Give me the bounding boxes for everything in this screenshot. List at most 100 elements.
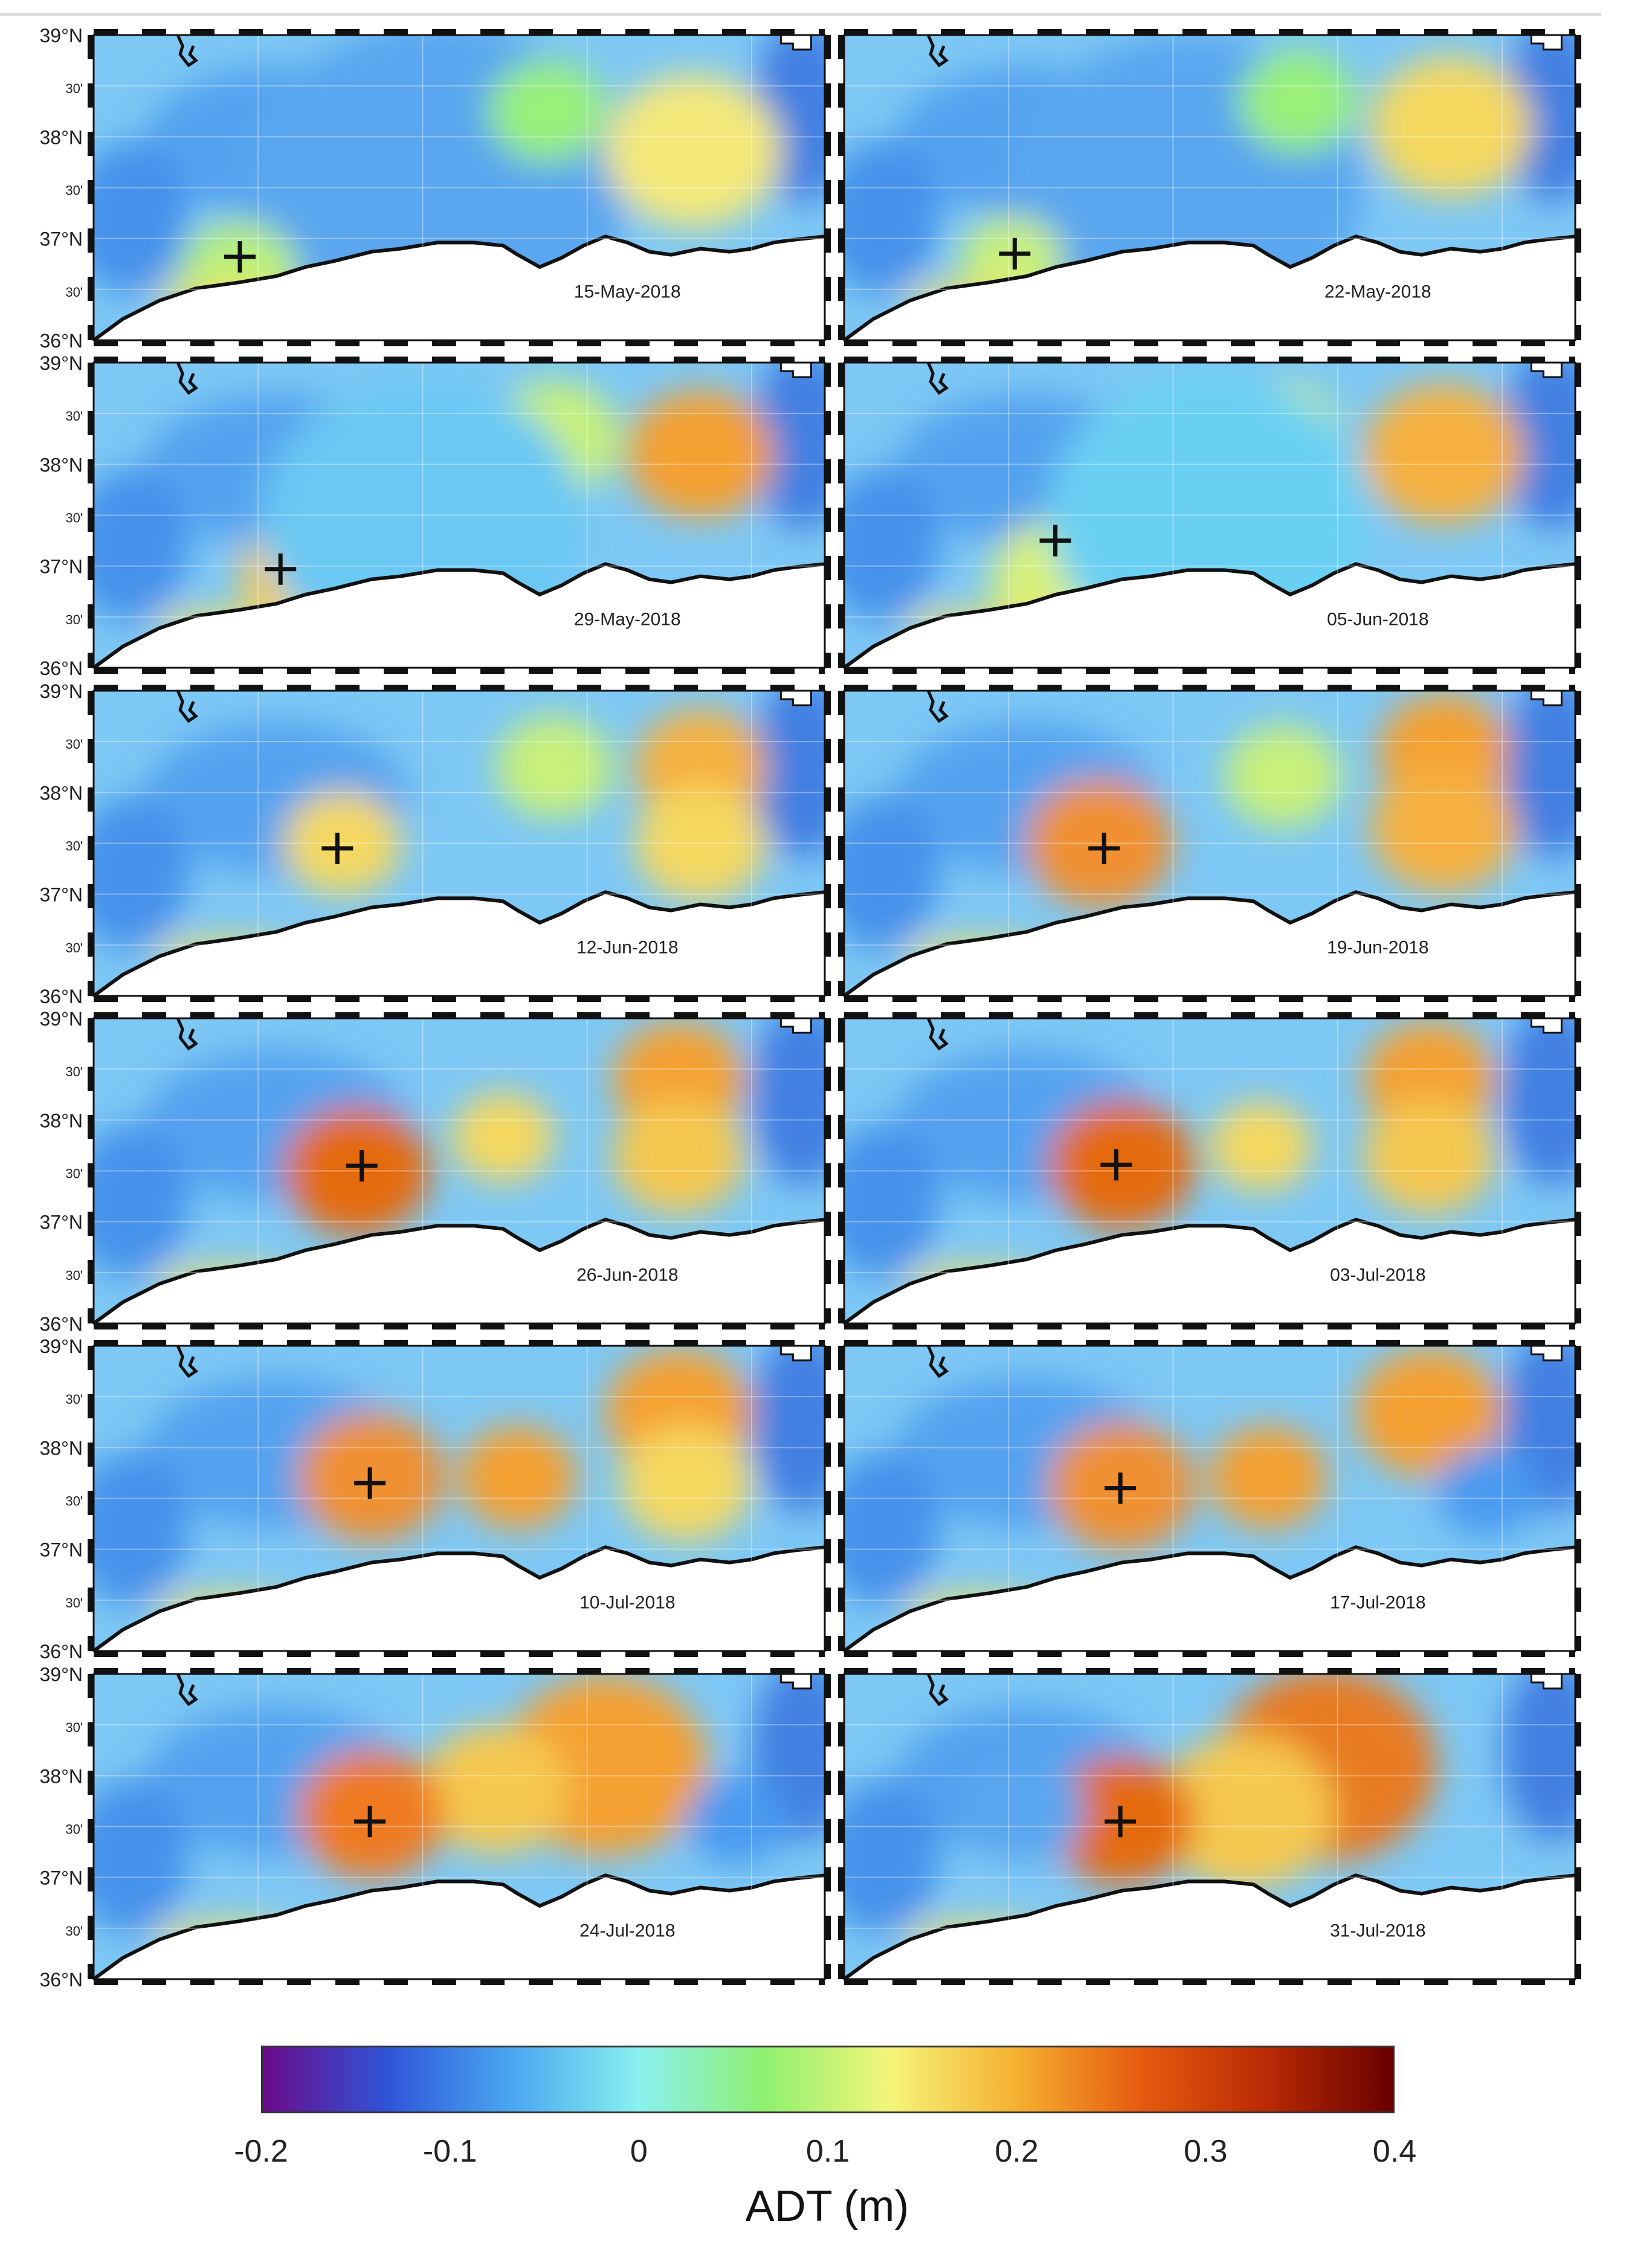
frame-tick <box>384 340 408 346</box>
colorbar-tick-label: 0.1 <box>805 2134 850 2169</box>
frame-tick <box>1231 1651 1255 1657</box>
frame-tick <box>1086 685 1110 691</box>
frame-tick <box>1424 1340 1448 1346</box>
frame-tick <box>819 357 825 363</box>
lat-tick-label: 30' <box>65 612 83 627</box>
frame-tick <box>1575 1308 1581 1323</box>
frame-tick <box>1521 1340 1545 1346</box>
frame-tick <box>142 340 166 346</box>
frame-tick <box>722 668 746 674</box>
frame-tick <box>1569 1651 1575 1657</box>
land-mask <box>844 564 1575 668</box>
frame-tick <box>88 228 94 253</box>
frame-tick <box>838 1964 844 1979</box>
frame-tick <box>1037 1651 1062 1657</box>
frame-tick <box>1575 556 1581 580</box>
frame-tick <box>432 357 456 363</box>
frame-tick <box>1134 1340 1158 1346</box>
frame-tick <box>625 1012 650 1018</box>
frame-tick <box>1575 35 1581 59</box>
frame-tick <box>838 604 844 628</box>
island-outline <box>176 1018 199 1051</box>
frame-tick <box>142 1340 166 1346</box>
frame-tick <box>674 357 698 363</box>
lat-tick-label: 39°N <box>40 1336 83 1357</box>
frame-tick <box>825 1346 831 1370</box>
frame-tick <box>1231 1340 1255 1346</box>
frame-tick <box>838 1771 844 1795</box>
frame-tick <box>941 685 965 691</box>
frame-tick <box>1182 996 1207 1002</box>
coastline <box>844 1545 1575 1651</box>
lon-tick-label: 6°E <box>1322 1993 1353 1994</box>
frame-tick <box>1182 1340 1207 1346</box>
frame-tick <box>529 668 553 674</box>
frame-tick <box>1182 1979 1207 1985</box>
frame-tick <box>1575 1212 1581 1236</box>
frame-tick <box>1575 411 1581 435</box>
map-panel: 17-Jul-2018 <box>838 1340 1581 1657</box>
frame-tick <box>892 1012 917 1018</box>
frame-tick <box>88 981 94 996</box>
frame-tick <box>142 357 166 363</box>
lat-tick-label: 37°N <box>40 556 83 578</box>
frame-tick <box>1575 1539 1581 1563</box>
frame-tick <box>825 1867 831 1892</box>
frame-tick <box>88 1819 94 1843</box>
frame-tick <box>1569 340 1575 346</box>
lat-tick-label: 38°N <box>40 1110 83 1131</box>
frame-tick <box>529 1340 553 1346</box>
frame-tick <box>1473 1323 1497 1329</box>
frame-tick <box>577 29 601 35</box>
frame-tick <box>88 35 94 59</box>
frame-tick <box>384 1012 408 1018</box>
frame-tick <box>1182 1668 1207 1674</box>
frame-tick <box>625 340 650 346</box>
eddy-center-marker <box>1088 832 1120 864</box>
frame-tick <box>1231 1012 1255 1018</box>
frame-tick <box>838 1346 844 1370</box>
frame-tick <box>1575 981 1581 996</box>
lat-tick-label: 30' <box>65 511 83 526</box>
frame-tick <box>88 1491 94 1515</box>
frame-tick <box>989 996 1013 1002</box>
land-mask <box>844 1875 1575 1979</box>
lon-tick-label: 0° <box>85 1993 103 1994</box>
frame-tick <box>94 1012 118 1018</box>
frame-tick <box>825 739 831 763</box>
frame-tick <box>825 180 831 204</box>
frame-tick <box>825 787 831 812</box>
frame-tick <box>1376 1012 1400 1018</box>
frame-tick <box>825 1163 831 1187</box>
frame-tick <box>529 29 553 35</box>
frame-tick <box>335 357 360 363</box>
frame-tick <box>844 1651 868 1657</box>
frame-tick <box>190 1979 215 1985</box>
lat-tick-label: 36°N <box>40 1641 83 1662</box>
coastline <box>844 562 1575 668</box>
frame-tick <box>432 1668 456 1674</box>
colorbar-tick-label: 0.2 <box>995 2134 1039 2169</box>
frame-tick <box>94 357 118 363</box>
colorbar-tick-label: 0.3 <box>1184 2134 1228 2169</box>
frame-tick <box>432 1340 456 1346</box>
frame-tick <box>384 685 408 691</box>
colorbar-tick-label: 0.4 <box>1372 2134 1417 2169</box>
frame-tick <box>989 1979 1013 1985</box>
frame-tick <box>1231 685 1255 691</box>
frame-tick <box>142 668 166 674</box>
frame-tick <box>1376 1651 1400 1657</box>
frame-tick <box>432 1323 456 1329</box>
land-mask <box>844 236 1575 340</box>
frame-tick <box>1134 357 1158 363</box>
frame-tick <box>674 29 698 35</box>
frame-tick <box>239 668 263 674</box>
land-corner <box>1530 363 1563 378</box>
frame-tick <box>529 1323 553 1329</box>
frame-tick <box>838 1115 844 1139</box>
frame-tick <box>770 1340 795 1346</box>
frame-tick <box>1575 1674 1581 1698</box>
frame-tick <box>1569 357 1575 363</box>
frame-tick <box>825 277 831 301</box>
frame-tick <box>825 1916 831 1940</box>
